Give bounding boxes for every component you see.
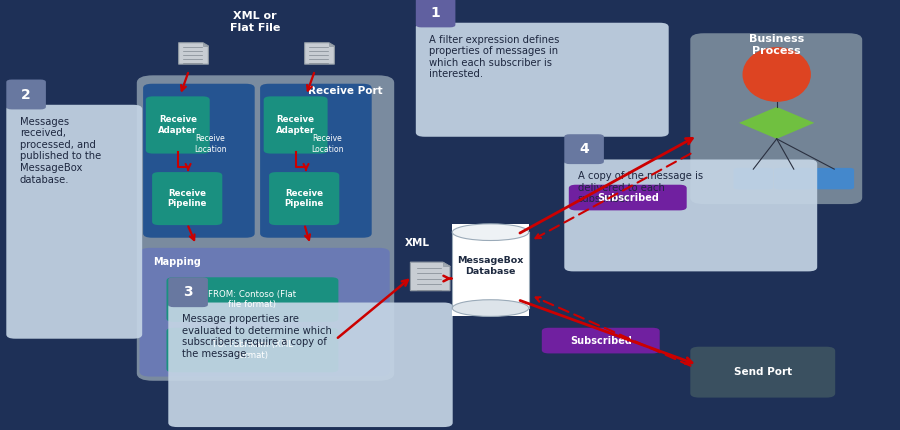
Text: FROM: Contoso (Flat
file format): FROM: Contoso (Flat file format) <box>209 290 296 309</box>
Text: Receive
Location: Receive Location <box>194 134 227 154</box>
Text: TO: Fabrikam (XML
format): TO: Fabrikam (XML format) <box>212 341 293 360</box>
Text: 2: 2 <box>22 88 31 101</box>
FancyBboxPatch shape <box>416 23 669 137</box>
FancyBboxPatch shape <box>542 328 660 353</box>
Ellipse shape <box>453 224 529 240</box>
Text: Receive
Adapter: Receive Adapter <box>158 115 197 135</box>
FancyBboxPatch shape <box>168 277 208 307</box>
Polygon shape <box>739 107 814 139</box>
FancyBboxPatch shape <box>690 33 862 204</box>
FancyBboxPatch shape <box>734 168 773 189</box>
Polygon shape <box>304 43 335 64</box>
Text: A copy of the message is
delivered to each
subscriber.: A copy of the message is delivered to ea… <box>578 171 703 204</box>
FancyBboxPatch shape <box>137 75 394 381</box>
FancyBboxPatch shape <box>260 84 372 238</box>
FancyBboxPatch shape <box>774 168 814 189</box>
FancyBboxPatch shape <box>6 80 46 109</box>
Text: A filter expression defines
properties of messages in
which each subscriber is
i: A filter expression defines properties o… <box>429 34 560 79</box>
FancyBboxPatch shape <box>814 168 854 189</box>
FancyBboxPatch shape <box>168 303 453 427</box>
Ellipse shape <box>453 300 529 316</box>
FancyBboxPatch shape <box>152 172 222 225</box>
Ellipse shape <box>742 47 811 102</box>
FancyBboxPatch shape <box>269 172 339 225</box>
Text: Receive
Location: Receive Location <box>311 134 344 154</box>
Text: Mapping: Mapping <box>153 257 201 267</box>
Text: XML or
Flat File: XML or Flat File <box>230 11 280 33</box>
FancyBboxPatch shape <box>690 347 835 398</box>
Text: Receive Port: Receive Port <box>308 86 382 96</box>
Polygon shape <box>443 262 450 266</box>
FancyBboxPatch shape <box>140 248 390 377</box>
Polygon shape <box>178 43 208 64</box>
Text: Send Port: Send Port <box>734 367 792 377</box>
Text: XML: XML <box>405 238 430 248</box>
FancyBboxPatch shape <box>264 96 328 154</box>
FancyBboxPatch shape <box>564 134 604 164</box>
FancyBboxPatch shape <box>143 84 255 238</box>
FancyBboxPatch shape <box>166 328 338 372</box>
Text: Messages
received,
processed, and
published to the
MessageBox
database.: Messages received, processed, and publis… <box>20 117 101 184</box>
Text: 1: 1 <box>431 6 440 20</box>
Text: Message properties are
evaluated to determine which
subscribers require a copy o: Message properties are evaluated to dete… <box>182 314 332 359</box>
Polygon shape <box>203 43 208 46</box>
Bar <box>453 224 529 316</box>
FancyBboxPatch shape <box>564 160 817 271</box>
Text: Business
Process: Business Process <box>749 34 804 56</box>
Text: Receive
Adapter: Receive Adapter <box>276 115 315 135</box>
Polygon shape <box>410 262 450 291</box>
Text: MessageBox
Database: MessageBox Database <box>457 256 524 276</box>
Text: 4: 4 <box>580 142 589 157</box>
Text: 3: 3 <box>184 286 193 299</box>
FancyBboxPatch shape <box>166 277 338 322</box>
Text: Subscribed: Subscribed <box>570 335 632 346</box>
FancyBboxPatch shape <box>569 185 687 210</box>
FancyBboxPatch shape <box>6 105 142 339</box>
Text: Receive
Pipeline: Receive Pipeline <box>167 189 207 208</box>
FancyBboxPatch shape <box>146 96 210 154</box>
FancyBboxPatch shape <box>416 0 455 28</box>
Text: Subscribed: Subscribed <box>597 193 659 203</box>
Text: Receive
Pipeline: Receive Pipeline <box>284 189 324 208</box>
Polygon shape <box>329 43 335 46</box>
